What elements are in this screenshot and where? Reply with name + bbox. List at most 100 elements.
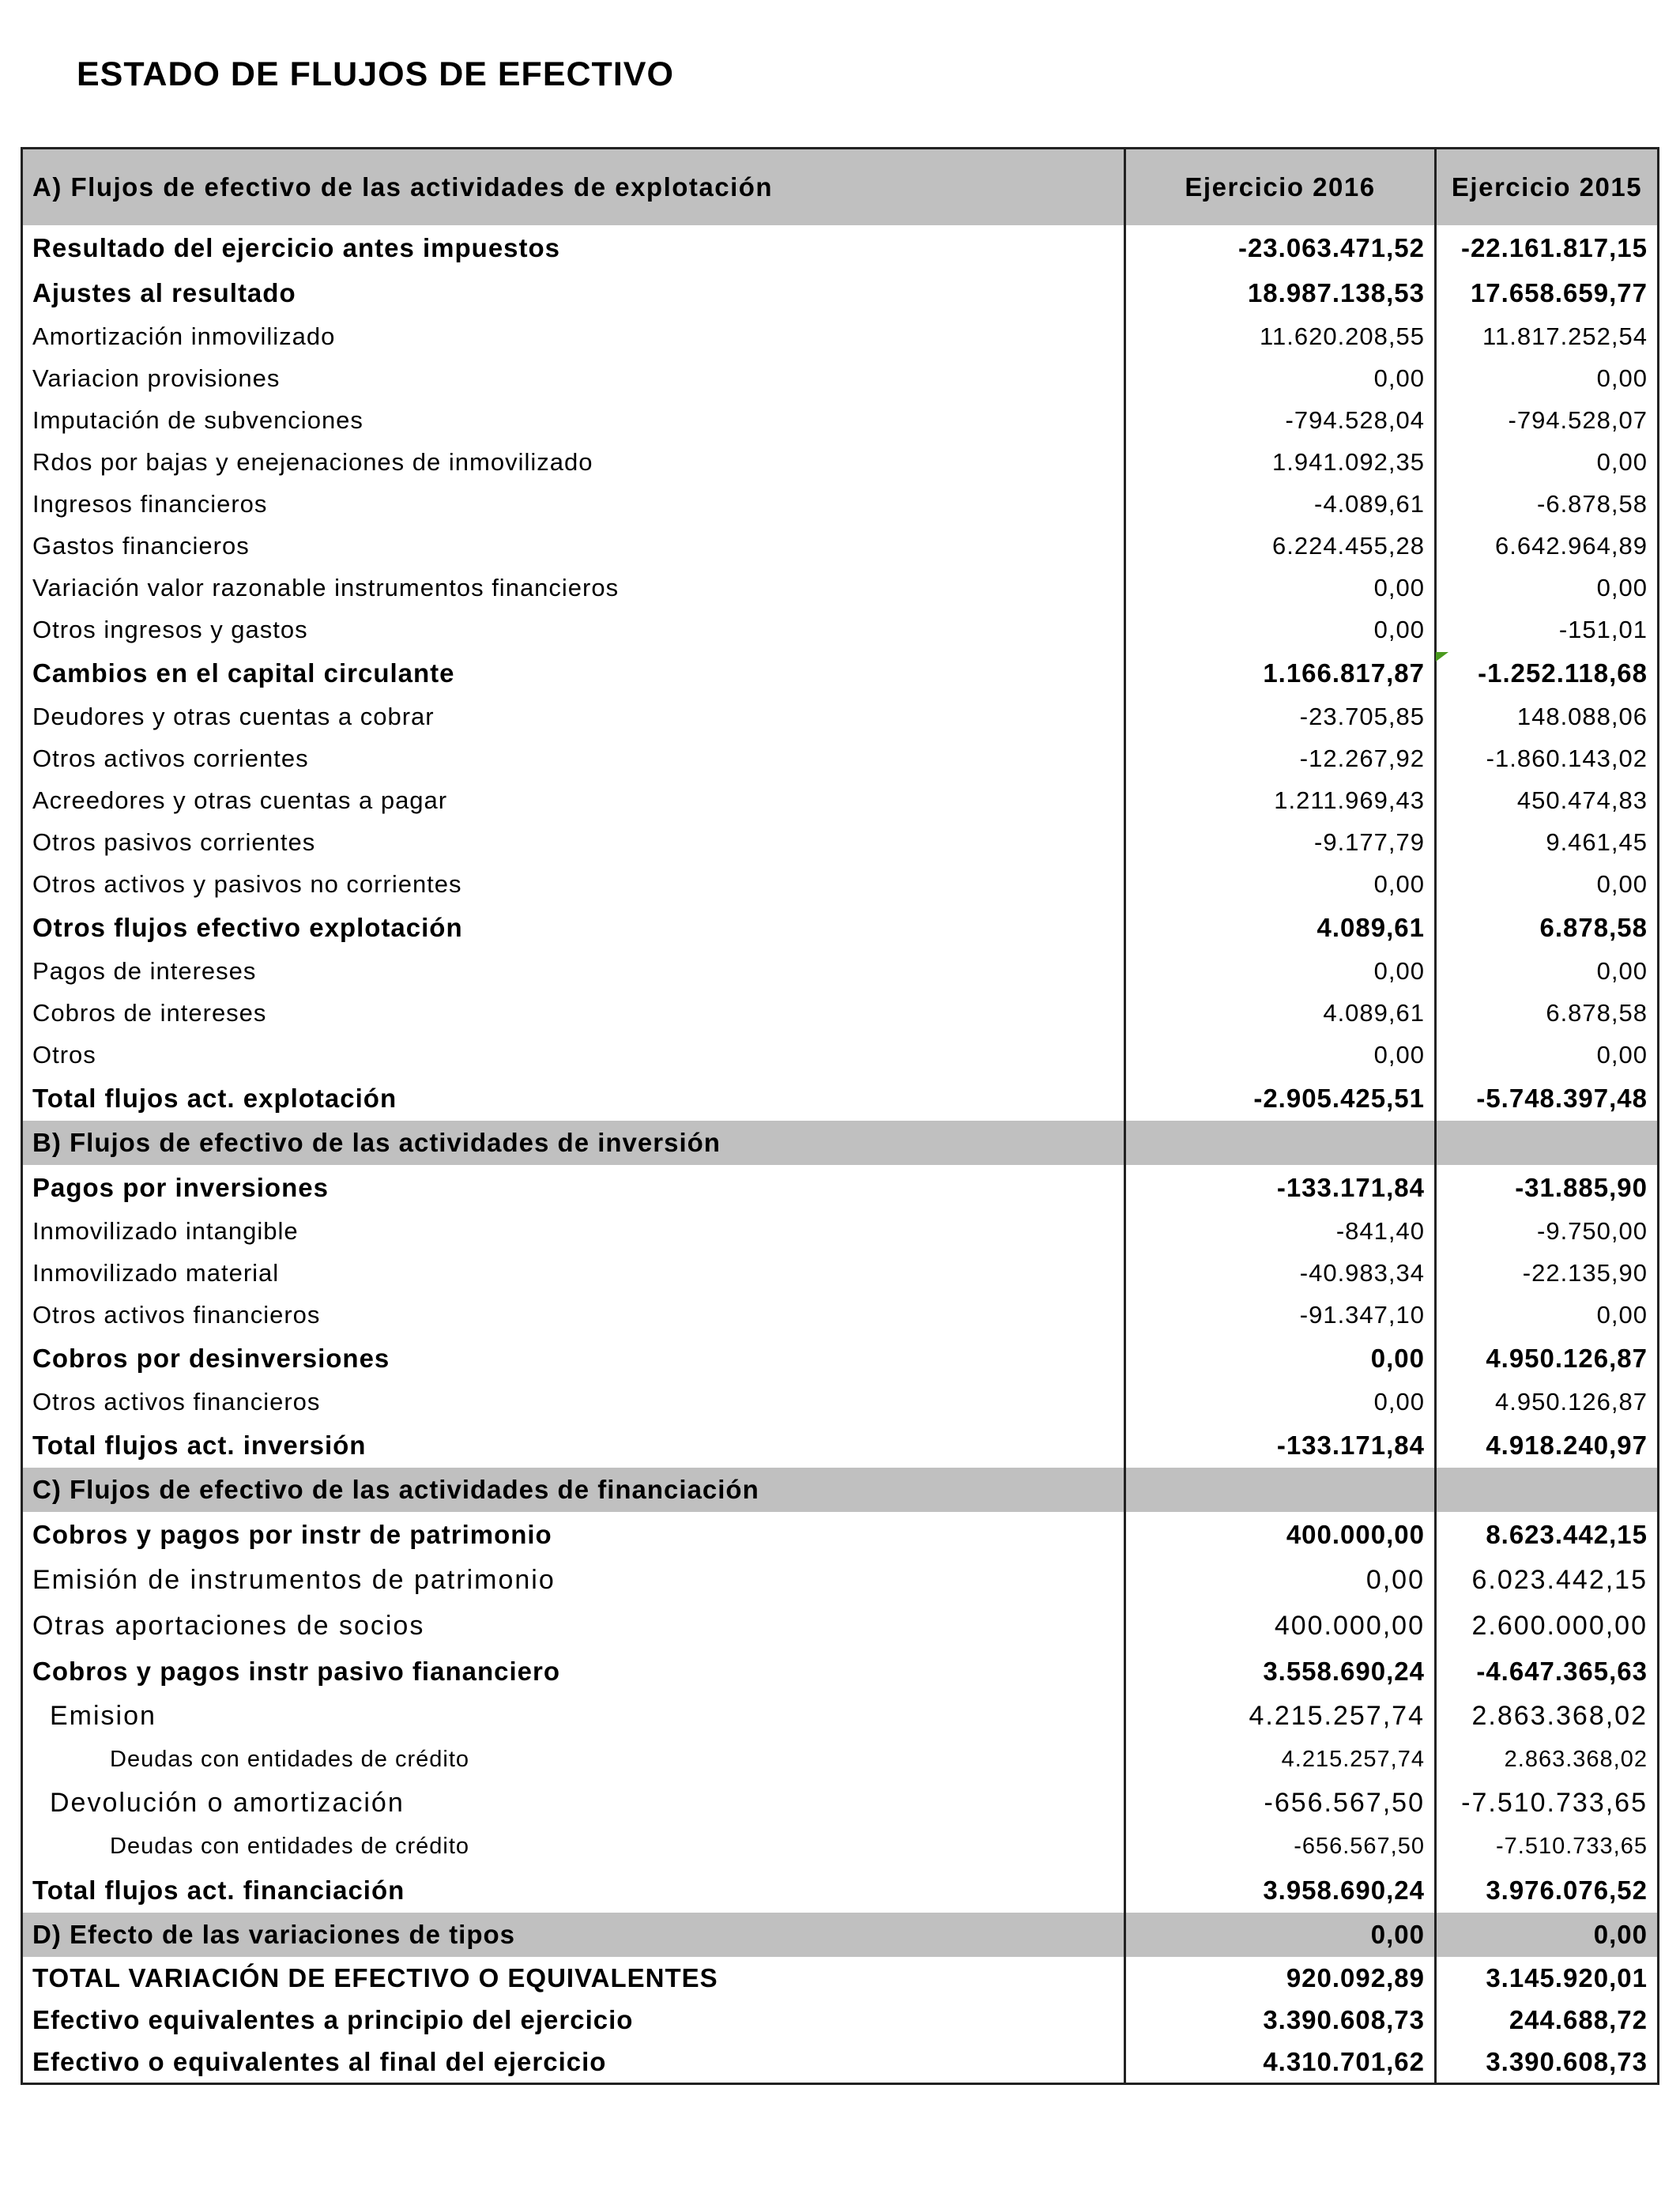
value-2015: 2.600.000,00 bbox=[1471, 1610, 1648, 1641]
value-2015: -4.647.365,63 bbox=[1476, 1656, 1648, 1686]
value-2015: -1.860.143,02 bbox=[1486, 744, 1648, 772]
column-header-2016: Ejercicio 2016 bbox=[1124, 148, 1437, 225]
table-row: Total flujos act. explotación -2.905.425,… bbox=[21, 1076, 1659, 1121]
table-row: Emision 4.215.257,74 2.863.368,02 bbox=[21, 1694, 1659, 1739]
table-row: Imputación de subvenciones -794.528,04 -79… bbox=[21, 399, 1659, 441]
value-2016: 4.215.257,74 bbox=[1124, 1739, 1437, 1781]
table-row: Deudas con entidades de crédito -656.567,… bbox=[21, 1826, 1659, 1868]
value-2015: 0,00 bbox=[1596, 1040, 1648, 1069]
row-label: Inmovilizado intangible bbox=[21, 1210, 1126, 1252]
row-label: Devolución o amortización bbox=[21, 1781, 1126, 1826]
value-2015: 0,00 bbox=[1596, 956, 1648, 985]
value-2015: 17.658.659,77 bbox=[1470, 277, 1648, 307]
row-label: D) Efecto de las variaciones de tipos bbox=[21, 1913, 1126, 1957]
value-2016: 4.089,61 bbox=[1124, 992, 1437, 1034]
row-label: Cambios en el capital circulante bbox=[21, 650, 1126, 696]
row-label: Otros bbox=[21, 1034, 1126, 1076]
row-label: Otros pasivos corrientes bbox=[21, 821, 1126, 863]
value-2015: 0,00 bbox=[1435, 1913, 1659, 1957]
row-label: Rdos por bajas y enejenaciones de inmovi… bbox=[21, 441, 1126, 483]
value-2016: 0,00 bbox=[1124, 1913, 1437, 1957]
row-label: Imputación de subvenciones bbox=[21, 399, 1126, 441]
value-2015: -31.885,90 bbox=[1515, 1172, 1648, 1202]
table-header-row: A) Flujos de efectivo de las actividades… bbox=[21, 148, 1659, 225]
table-row: Otros 0,00 0,00 bbox=[21, 1034, 1659, 1076]
value-2016: 4.215.257,74 bbox=[1124, 1694, 1437, 1739]
value-2015: 3.976.076,52 bbox=[1486, 1875, 1648, 1905]
table-row: Acreedores y otras cuentas a pagar 1.211.… bbox=[21, 779, 1659, 821]
value-2016: -12.267,92 bbox=[1124, 737, 1437, 779]
section-header-row: B) Flujos de efectivo de las actividades… bbox=[21, 1121, 1659, 1165]
table-row: Otros activos financieros -91.347,10 0,00 bbox=[21, 1294, 1659, 1336]
value-2015: 0,00 bbox=[1596, 869, 1648, 898]
value-2015: -22.161.817,15 bbox=[1460, 232, 1648, 262]
value-2016: -4.089,61 bbox=[1124, 483, 1437, 525]
table-row: Deudas con entidades de crédito 4.215.257… bbox=[21, 1739, 1659, 1781]
value-2016: -133.171,84 bbox=[1124, 1165, 1437, 1210]
row-label: Total flujos act. financiación bbox=[21, 1868, 1126, 1913]
row-label: Cobros y pagos instr pasivo fiananciero bbox=[21, 1649, 1126, 1694]
row-label: Cobros por desinversiones bbox=[21, 1336, 1126, 1381]
table-row: Efectivo equivalentes a principio del ej… bbox=[21, 1999, 1659, 2041]
value-2016: 1.166.817,87 bbox=[1124, 650, 1448, 696]
row-label: B) Flujos de efectivo de las actividades… bbox=[21, 1121, 1126, 1165]
value-2015: 6.023.442,15 bbox=[1471, 1564, 1648, 1595]
value-2016: -2.905.425,51 bbox=[1124, 1076, 1437, 1121]
cash-flow-table: A) Flujos de efectivo de las actividades… bbox=[21, 147, 1659, 2085]
table-row: Pagos de intereses 0,00 0,00 bbox=[21, 950, 1659, 992]
value-2016: 0,00 bbox=[1124, 567, 1437, 609]
value-2015: 6.878,58 bbox=[1546, 998, 1648, 1027]
comment-marker-icon[interactable] bbox=[1436, 652, 1448, 662]
row-label: Otros ingresos y gastos bbox=[21, 609, 1126, 650]
row-label: Otros flujos efectivo explotación bbox=[21, 905, 1126, 950]
table-row: Total flujos act. inversión -133.171,84 4.… bbox=[21, 1423, 1659, 1468]
value-2016: -133.171,84 bbox=[1124, 1423, 1437, 1468]
table-row: Devolución o amortización -656.567,50 -7.5… bbox=[21, 1781, 1659, 1826]
value-2016: 0,00 bbox=[1124, 863, 1437, 905]
table-row: Cobros y pagos por instr de patrimonio 40… bbox=[21, 1512, 1659, 1557]
value-2015: -9.750,00 bbox=[1537, 1216, 1648, 1245]
row-label: Total flujos act. explotación bbox=[21, 1076, 1126, 1121]
value-2016: -91.347,10 bbox=[1124, 1294, 1437, 1336]
value-2015: 2.863.368,02 bbox=[1504, 1747, 1648, 1772]
row-label: Amortización inmovilizado bbox=[21, 315, 1126, 357]
table-row: Ingresos financieros -4.089,61 -6.878,58 bbox=[21, 483, 1659, 525]
section-a-header: A) Flujos de efectivo de las actividades… bbox=[21, 148, 1126, 225]
table-row: Rdos por bajas y enejenaciones de inmovi… bbox=[21, 441, 1659, 483]
value-2016: 1.941.092,35 bbox=[1124, 441, 1437, 483]
row-label: Emision bbox=[21, 1694, 1126, 1739]
value-2015: 148.088,06 bbox=[1516, 702, 1648, 730]
value-2016: -23.063.471,52 bbox=[1124, 225, 1437, 270]
row-label: Otros activos financieros bbox=[21, 1381, 1126, 1423]
row-label: Efectivo o equivalentes al final del eje… bbox=[21, 2041, 1126, 2084]
table-row: Efectivo o equivalentes al final del eje… bbox=[21, 2041, 1659, 2084]
section-header-row: D) Efecto de las variaciones de tipos 0,0… bbox=[21, 1913, 1659, 1957]
row-label: Ingresos financieros bbox=[21, 483, 1126, 525]
row-label: Deudas con entidades de crédito bbox=[21, 1826, 1126, 1868]
value-2015: -7.510.733,65 bbox=[1496, 1834, 1648, 1859]
row-label: Acreedores y otras cuentas a pagar bbox=[21, 779, 1126, 821]
table-row: Otros activos financieros 0,00 4.950.126,8… bbox=[21, 1381, 1659, 1423]
value-2016: 0,00 bbox=[1124, 950, 1437, 992]
table-row: Resultado del ejercicio antes impuestos -… bbox=[21, 225, 1659, 270]
row-label: Pagos de intereses bbox=[21, 950, 1126, 992]
value-2015: -151,01 bbox=[1558, 615, 1648, 643]
section-header-row: C) Flujos de efectivo de las actividades… bbox=[21, 1468, 1659, 1512]
value-2015: 4.950.126,87 bbox=[1494, 1387, 1648, 1416]
row-label: Efectivo equivalentes a principio del ej… bbox=[21, 1999, 1126, 2041]
table-row: Otras aportaciones de socios 400.000,00 2.… bbox=[21, 1603, 1659, 1649]
row-label: Otros activos y pasivos no corrientes bbox=[21, 863, 1126, 905]
row-label: Ajustes al resultado bbox=[21, 270, 1126, 315]
table-row: Deudores y otras cuentas a cobrar -23.705… bbox=[21, 696, 1659, 737]
value-2016: 3.958.690,24 bbox=[1124, 1868, 1437, 1913]
value-2016: 0,00 bbox=[1124, 609, 1437, 650]
value-2016: -40.983,34 bbox=[1124, 1252, 1437, 1294]
value-2015: 450.474,83 bbox=[1516, 786, 1648, 814]
column-header-2015: Ejercicio 2015 bbox=[1435, 148, 1659, 225]
table-row: Total flujos act. financiación 3.958.690,… bbox=[21, 1868, 1659, 1913]
value-2015 bbox=[1435, 1468, 1659, 1512]
value-2016: 0,00 bbox=[1124, 1381, 1437, 1423]
value-2015: 3.145.920,01 bbox=[1486, 1962, 1648, 1992]
value-2016: -9.177,79 bbox=[1124, 821, 1437, 863]
value-2016: 400.000,00 bbox=[1124, 1603, 1437, 1649]
